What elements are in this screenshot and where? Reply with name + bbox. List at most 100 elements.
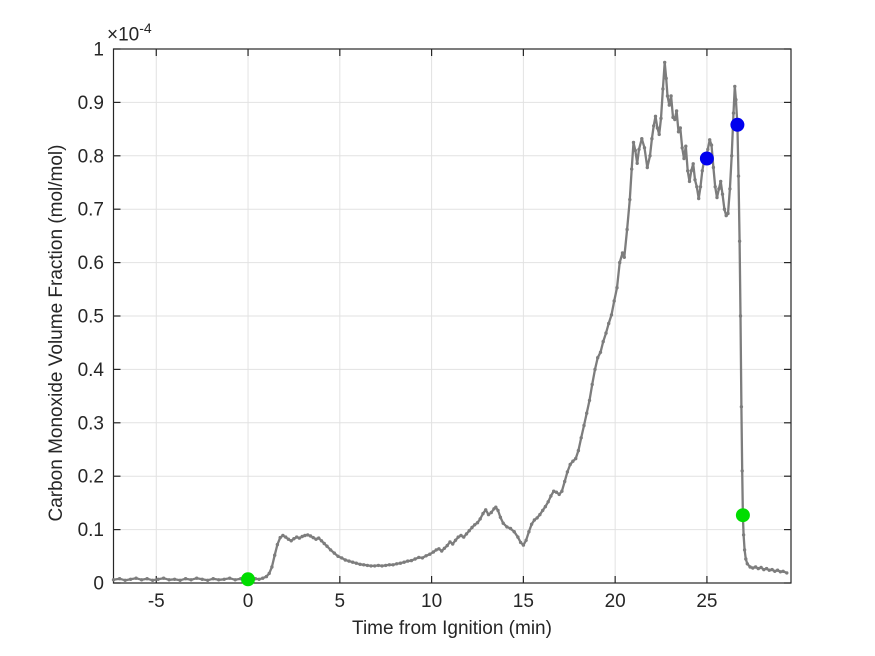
data-point-marker <box>781 569 785 573</box>
data-point-marker <box>653 114 658 119</box>
data-point-marker <box>738 314 743 318</box>
data-point-marker <box>543 504 548 509</box>
data-point-marker <box>698 185 703 189</box>
data-point-marker <box>284 535 288 539</box>
data-point-marker <box>478 517 482 521</box>
event-markers-green-dot <box>735 508 750 523</box>
data-point-marker <box>195 576 199 580</box>
data-point-marker <box>762 567 766 572</box>
data-point-marker <box>590 382 594 387</box>
data-point-marker <box>686 169 690 173</box>
data-point-marker <box>217 578 221 582</box>
data-point-marker <box>211 577 215 581</box>
data-point-marker <box>267 571 271 576</box>
data-point-marker <box>560 489 564 493</box>
data-point-marker <box>178 578 182 582</box>
data-point-marker <box>453 538 458 542</box>
data-point-marker <box>139 578 144 582</box>
data-point-marker <box>663 60 667 65</box>
y-tick-label: 0.4 <box>78 360 105 381</box>
event-markers-green-dot <box>241 572 255 587</box>
data-point-marker <box>682 156 686 161</box>
data-point-marker <box>734 98 738 102</box>
data-point-marker <box>652 124 656 128</box>
data-point-marker <box>669 94 673 98</box>
data-point-marker <box>733 84 737 89</box>
data-point-marker <box>516 535 520 539</box>
y-tick-label: 0.1 <box>78 520 104 541</box>
data-point-marker <box>622 255 626 259</box>
data-point-marker <box>736 174 741 178</box>
data-point-marker <box>172 577 177 581</box>
data-point-marker <box>501 521 505 525</box>
data-point-marker <box>264 574 269 579</box>
data-point-marker <box>745 562 749 566</box>
data-point-marker <box>709 143 714 147</box>
data-point-marker <box>445 543 449 548</box>
exponent-power: -4 <box>139 20 152 36</box>
data-point-marker <box>687 179 692 184</box>
y-tick-label: 0.7 <box>78 200 104 221</box>
data-point-marker <box>767 568 771 572</box>
data-point-marker <box>183 577 188 581</box>
data-point-marker <box>742 548 747 552</box>
data-point-marker <box>631 140 636 145</box>
data-point-marker <box>717 187 721 191</box>
data-point-marker <box>650 137 654 141</box>
data-point-marker <box>751 566 755 570</box>
data-point-marker <box>673 117 677 122</box>
data-point-marker <box>529 522 534 526</box>
data-point-marker <box>728 187 732 191</box>
data-point-marker <box>518 540 523 545</box>
x-tick-label: 0 <box>243 591 254 612</box>
data-point-marker <box>437 547 441 551</box>
data-point-marker <box>270 565 274 569</box>
y-tick-label: 0.5 <box>78 307 104 328</box>
x-tick-label: -5 <box>148 591 165 612</box>
data-point-marker <box>486 512 491 517</box>
data-point-marker <box>467 529 471 533</box>
data-point-marker <box>424 554 428 558</box>
data-point-marker <box>351 560 355 564</box>
data-point-marker <box>552 489 556 493</box>
data-point-marker <box>770 567 774 572</box>
data-point-marker <box>753 565 758 569</box>
data-point-marker <box>332 551 336 555</box>
y-tick-label: 0.6 <box>78 253 104 274</box>
data-point-marker <box>607 321 611 326</box>
data-point-marker <box>417 555 421 560</box>
data-point-marker <box>604 331 608 335</box>
data-point-marker <box>161 576 166 580</box>
data-point-marker <box>630 167 634 171</box>
data-point-marker <box>601 339 605 344</box>
data-point-marker <box>228 576 232 580</box>
data-point-marker <box>145 577 149 581</box>
data-point-marker <box>596 356 600 360</box>
data-point-marker <box>731 111 736 115</box>
data-point-marker <box>354 561 358 565</box>
data-point-marker <box>233 578 237 582</box>
data-point-marker <box>297 536 302 540</box>
data-point-marker <box>358 562 362 566</box>
data-point-marker <box>306 533 310 537</box>
data-point-marker <box>759 565 763 570</box>
data-point-marker <box>719 179 723 184</box>
data-point-marker <box>612 299 616 303</box>
data-point-marker <box>593 367 597 372</box>
data-point-marker <box>365 563 370 568</box>
data-point-marker <box>778 570 783 574</box>
data-point-marker <box>494 505 498 509</box>
data-point-marker <box>206 578 210 582</box>
y-tick-label: 0.8 <box>78 146 104 167</box>
data-point-marker <box>674 109 679 113</box>
data-point-marker <box>473 523 477 527</box>
data-point-marker <box>387 563 392 567</box>
data-point-marker <box>585 411 589 415</box>
data-point-marker <box>413 557 417 561</box>
data-point-marker <box>637 147 641 152</box>
data-point-marker <box>775 568 780 572</box>
data-point-marker <box>489 510 493 515</box>
y-tick-label: 0.3 <box>78 413 104 434</box>
data-point-marker <box>257 577 261 581</box>
